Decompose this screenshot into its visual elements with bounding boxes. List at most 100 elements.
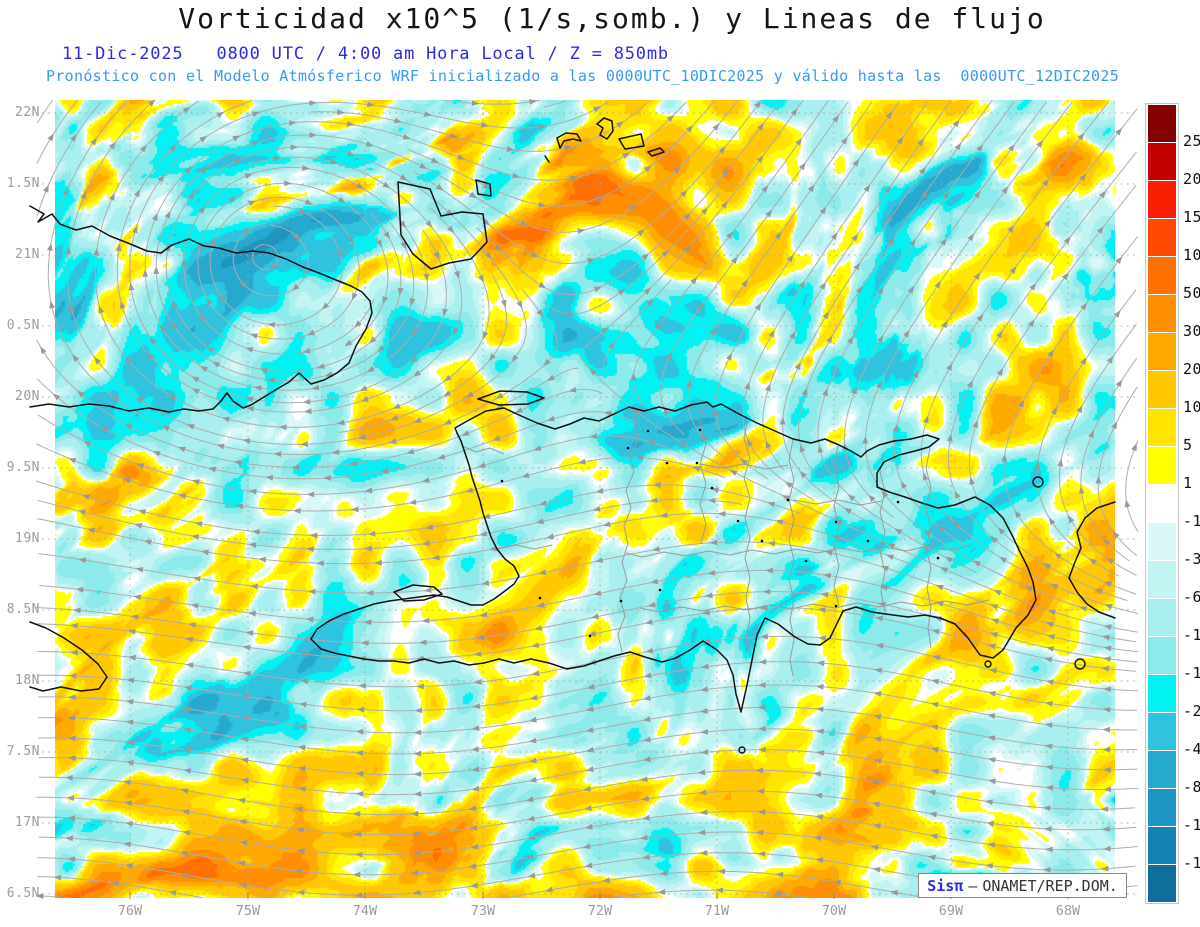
- colorbar-label: -6: [1183, 588, 1200, 606]
- city-dot: [834, 604, 838, 608]
- colorbar-cell: [1148, 865, 1176, 902]
- vorticity-field-canvas: [55, 100, 1115, 898]
- watermark-separator: –: [968, 876, 978, 895]
- colorbar-label: 50: [1183, 284, 1200, 302]
- city-dot: [619, 599, 623, 603]
- colorbar-cell: [1148, 637, 1176, 674]
- colorbar-label: -1: [1183, 512, 1200, 530]
- colorbar-label: 5: [1183, 436, 1193, 454]
- lon-axis-label: 72W: [587, 903, 613, 919]
- colorbar-cell: [1148, 485, 1176, 522]
- islet-outline: [984, 660, 992, 668]
- graticule-dotted-lines: [42, 101, 1138, 897]
- city-dot: [646, 429, 650, 433]
- coastlines: [29, 117, 1116, 713]
- city-dot: [710, 486, 714, 490]
- colorbar-cell: [1148, 333, 1176, 370]
- chart-title: Vorticidad x10^5 (1/s,somb.) y Lineas de…: [178, 2, 1046, 35]
- colorbar-cell: [1148, 675, 1176, 712]
- city-dot: [760, 539, 764, 543]
- colorbar-label: -3: [1183, 550, 1200, 568]
- colorbar-label: 150: [1183, 208, 1200, 226]
- lon-axis-label: 73W: [470, 903, 496, 919]
- city-dot: [804, 559, 808, 563]
- colorbar-label: -120: [1183, 816, 1200, 834]
- colorbar-label: -160: [1183, 854, 1200, 872]
- colorbar-cell: [1148, 257, 1176, 294]
- colorbar-label: -18: [1183, 664, 1200, 682]
- city-dot: [936, 556, 940, 560]
- lon-axis-label: 70W: [821, 903, 847, 919]
- city-dot: [538, 596, 542, 600]
- colorbar-cell: [1148, 751, 1176, 788]
- colorbar-label: -26: [1183, 702, 1200, 720]
- city-dot: [695, 461, 699, 465]
- colorbar-cell: [1148, 219, 1176, 256]
- lat-axis-label: 21N: [15, 247, 40, 262]
- colorbar-label: 20: [1183, 360, 1200, 378]
- colorbar-label: -12: [1183, 626, 1200, 644]
- city-dot: [896, 500, 900, 504]
- chart-subtitle-model: Pronóstico con el Modelo Atmósferico WRF…: [46, 67, 1120, 85]
- lat-axis-label: 22N: [15, 105, 40, 120]
- watermark-org: ONAMET/REP.DOM.: [982, 876, 1118, 895]
- city-dot: [588, 634, 592, 638]
- colorbar-label: 30: [1183, 322, 1200, 340]
- colorbar-cell: [1148, 105, 1176, 142]
- lon-axis-label: 71W: [704, 903, 730, 919]
- colorbar-cell: [1148, 599, 1176, 636]
- colorbar-cell: [1148, 523, 1176, 560]
- lat-axis-label: 9.5N: [6, 460, 40, 475]
- lat-axis-label: 7.5N: [6, 744, 40, 759]
- colorbar-cell: [1148, 827, 1176, 864]
- lat-axis-label: 6.5N: [6, 886, 40, 901]
- city-dot: [626, 446, 630, 450]
- colorbar-label: 200: [1183, 170, 1200, 188]
- city-dot: [698, 428, 702, 432]
- city-dot: [834, 520, 838, 524]
- lat-axis-label: 17N: [15, 815, 40, 830]
- lat-axis-label: 19N: [15, 531, 40, 546]
- province-borders: [461, 403, 990, 677]
- colorbar-cell: [1148, 371, 1176, 408]
- city-dot: [866, 539, 870, 543]
- lat-axis-label: 0.5N: [6, 318, 40, 333]
- streamlines: [35, 99, 1139, 899]
- islet-outline: [738, 746, 746, 754]
- colorbar-cell: [1148, 713, 1176, 750]
- colorbar: [1145, 103, 1179, 904]
- islet-outline: [1074, 658, 1086, 670]
- colorbar-cell: [1148, 561, 1176, 598]
- lon-axis-label: 75W: [235, 903, 261, 919]
- lon-axis-label: 68W: [1055, 903, 1081, 919]
- city-dot: [786, 498, 790, 502]
- colorbar-label: 250: [1183, 132, 1200, 150]
- colorbar-cell: [1148, 447, 1176, 484]
- chart-subtitle-datetime: 11-Dic-2025 0800 UTC / 4:00 am Hora Loca…: [62, 44, 669, 64]
- colorbar-label: 10: [1183, 398, 1200, 416]
- city-dot: [736, 519, 740, 523]
- colorbar-cell: [1148, 295, 1176, 332]
- city-dot: [665, 461, 669, 465]
- lat-axis-label: 20N: [15, 389, 40, 404]
- lat-axis-label: 1.5N: [6, 176, 40, 191]
- lat-axis-label: 18N: [15, 673, 40, 688]
- colorbar-cell: [1148, 409, 1176, 446]
- colorbar-label: 100: [1183, 246, 1200, 264]
- lon-axis-label: 69W: [938, 903, 964, 919]
- watermark: Sisπ – ONAMET/REP.DOM.: [918, 873, 1127, 898]
- colorbar-cell: [1148, 143, 1176, 180]
- lat-axis-label: 8.5N: [6, 602, 40, 617]
- colorbar-label: -80: [1183, 778, 1200, 796]
- colorbar-cell: [1148, 181, 1176, 218]
- lon-axis-label: 76W: [117, 903, 143, 919]
- lon-axis-label: 74W: [352, 903, 378, 919]
- colorbar-cell: [1148, 789, 1176, 826]
- city-dot: [500, 479, 504, 483]
- colorbar-label: -42: [1183, 740, 1200, 758]
- watermark-brand: Sisπ: [927, 876, 964, 895]
- city-dot: [658, 588, 662, 592]
- islet-outline: [1032, 476, 1044, 488]
